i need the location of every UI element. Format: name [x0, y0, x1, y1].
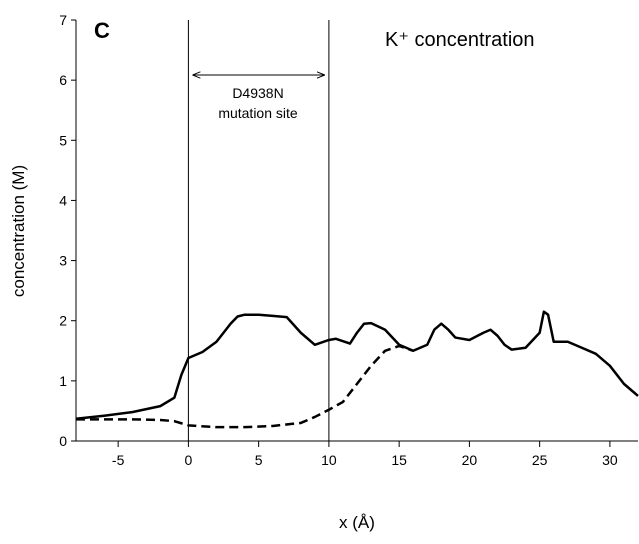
x-tick-label: 10	[321, 452, 337, 468]
x-tick-label: -5	[112, 452, 125, 468]
y-tick-label: 3	[59, 253, 67, 269]
y-tick-label: 1	[59, 373, 67, 389]
series-line	[75, 310, 639, 420]
y-tick-label: 7	[59, 12, 67, 28]
x-tick-label: 5	[255, 452, 263, 468]
y-tick-label: 4	[59, 192, 67, 208]
series-line	[76, 344, 414, 429]
x-tick-label: 25	[532, 452, 548, 468]
y-axis-label: concentration (M)	[9, 165, 28, 297]
region-label: D4938N	[232, 85, 283, 101]
y-tick-label: 5	[59, 132, 67, 148]
x-tick-label: 0	[185, 452, 193, 468]
x-axis-label: x (Å)	[339, 513, 375, 532]
x-tick-label: 20	[462, 452, 478, 468]
y-tick-label: 6	[59, 72, 67, 88]
region-label: mutation site	[218, 105, 298, 121]
y-tick-label: 2	[59, 313, 67, 329]
chart-title: C	[94, 18, 110, 43]
y-tick-label: 0	[59, 433, 67, 449]
annotation: K⁺ concentration	[385, 29, 535, 51]
x-tick-label: 15	[391, 452, 407, 468]
x-tick-label: 30	[602, 452, 618, 468]
